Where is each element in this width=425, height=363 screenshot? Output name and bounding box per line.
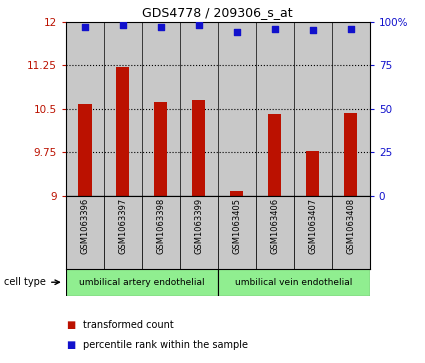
Text: GSM1063406: GSM1063406 (270, 198, 279, 254)
Point (157, 24, 164, 30)
Bar (332, 22, 370, 196)
Bar (268, 114, 281, 196)
Text: percentile rank within the sample: percentile rank within the sample (83, 340, 248, 350)
Point (196, 23, 202, 28)
Text: GSM1063397: GSM1063397 (118, 198, 127, 254)
Text: cell type: cell type (4, 277, 46, 287)
Point (233, 29, 240, 35)
Point (272, 26, 278, 32)
Text: umbilical vein endothelial: umbilical vein endothelial (235, 278, 352, 287)
Bar (142, 196, 180, 269)
Bar (218, 22, 256, 196)
Bar (104, 22, 142, 196)
Text: GSM1063398: GSM1063398 (156, 198, 165, 254)
Text: ■: ■ (66, 320, 75, 330)
Point (309, 28, 316, 33)
Bar (116, 67, 130, 196)
Point (119, 23, 126, 28)
Bar (180, 22, 218, 196)
Bar (192, 100, 205, 196)
Bar (180, 196, 218, 269)
Text: GSM1063399: GSM1063399 (194, 198, 203, 254)
Bar (66, 196, 104, 269)
Text: GSM1063396: GSM1063396 (80, 198, 89, 254)
Point (347, 26, 354, 32)
Bar (294, 22, 332, 196)
Bar (218, 196, 256, 269)
Bar (78, 104, 91, 196)
Bar (66, 22, 104, 196)
Bar (154, 102, 167, 196)
Bar (294, 196, 332, 269)
Bar (256, 22, 294, 196)
Bar (332, 196, 370, 269)
Text: umbilical artery endothelial: umbilical artery endothelial (79, 278, 205, 287)
Text: GSM1063405: GSM1063405 (232, 198, 241, 254)
Text: GSM1063408: GSM1063408 (346, 198, 355, 254)
Bar (306, 151, 320, 196)
Bar (344, 113, 357, 196)
Bar (142, 22, 180, 196)
Bar (256, 196, 294, 269)
Text: ■: ■ (66, 340, 75, 350)
Text: transformed count: transformed count (83, 320, 174, 330)
Title: GDS4778 / 209306_s_at: GDS4778 / 209306_s_at (142, 6, 293, 19)
Bar (66, 269, 218, 296)
Text: GSM1063407: GSM1063407 (308, 198, 317, 254)
Point (82, 24, 88, 30)
Bar (104, 196, 142, 269)
Bar (218, 269, 370, 296)
Bar (230, 191, 244, 196)
